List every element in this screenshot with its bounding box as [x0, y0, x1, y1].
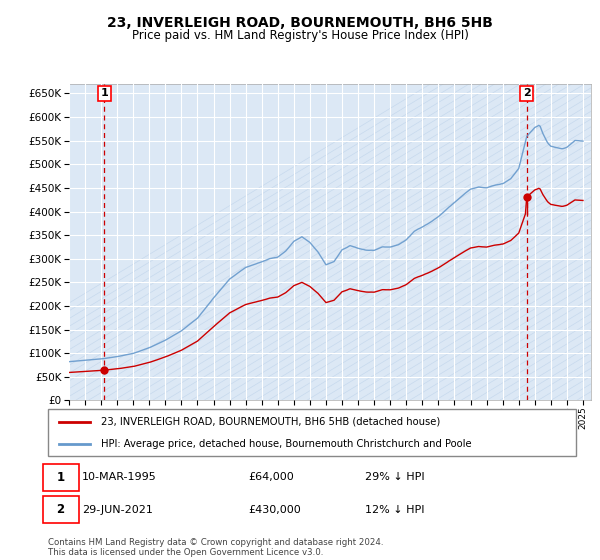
Text: 10-MAR-1995: 10-MAR-1995 — [82, 473, 157, 483]
Text: 23, INVERLEIGH ROAD, BOURNEMOUTH, BH6 5HB: 23, INVERLEIGH ROAD, BOURNEMOUTH, BH6 5H… — [107, 16, 493, 30]
Text: 29% ↓ HPI: 29% ↓ HPI — [365, 473, 424, 483]
Text: Price paid vs. HM Land Registry's House Price Index (HPI): Price paid vs. HM Land Registry's House … — [131, 29, 469, 42]
Text: 1: 1 — [100, 88, 108, 99]
Text: Contains HM Land Registry data © Crown copyright and database right 2024.
This d: Contains HM Land Registry data © Crown c… — [48, 538, 383, 557]
Text: HPI: Average price, detached house, Bournemouth Christchurch and Poole: HPI: Average price, detached house, Bour… — [101, 438, 472, 449]
Text: 23, INVERLEIGH ROAD, BOURNEMOUTH, BH6 5HB (detached house): 23, INVERLEIGH ROAD, BOURNEMOUTH, BH6 5H… — [101, 417, 440, 427]
Text: £430,000: £430,000 — [248, 505, 301, 515]
FancyBboxPatch shape — [43, 464, 79, 491]
Text: 2: 2 — [523, 88, 530, 99]
Text: 1: 1 — [56, 471, 65, 484]
Text: 29-JUN-2021: 29-JUN-2021 — [82, 505, 153, 515]
Text: £64,000: £64,000 — [248, 473, 295, 483]
Text: 12% ↓ HPI: 12% ↓ HPI — [365, 505, 424, 515]
Text: 2: 2 — [56, 503, 65, 516]
FancyBboxPatch shape — [43, 496, 79, 523]
FancyBboxPatch shape — [48, 409, 576, 456]
